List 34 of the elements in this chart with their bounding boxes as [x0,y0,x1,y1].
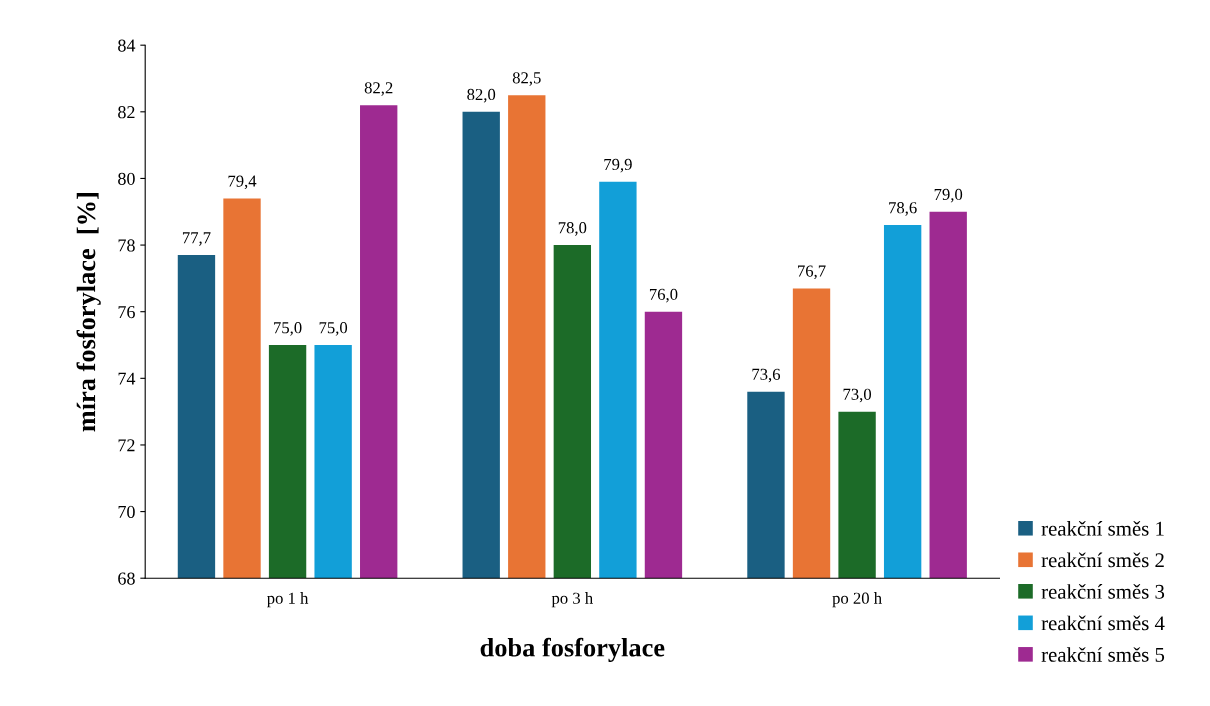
x-tick-label: po 3 h [551,592,593,608]
legend-label: reakční směs 5 [1041,647,1165,662]
data-label: 79,0 [934,188,963,203]
legend-label: reakční směs 4 [1041,615,1165,631]
y-tick-label: 80 [118,172,135,185]
y-tick-label: 84 [118,39,136,52]
data-label: 76,0 [649,288,678,303]
data-label: 73,0 [843,388,872,403]
y-axis-title: míra fosforylace [%] [76,193,101,432]
y-tick-label: 74 [118,372,136,385]
data-label: 82,0 [467,88,496,103]
y-tick-label: 76 [118,306,135,319]
data-label: 77,7 [182,232,211,246]
y-tick-label: 68 [118,572,135,585]
legend-label: reakční směs 1 [1041,521,1164,536]
data-label: 79,4 [228,175,257,190]
data-label: 78,6 [889,202,917,216]
data-label: 75,0 [319,322,348,336]
y-tick-label: 78 [118,239,135,252]
x-tick-label: po 1 h [267,592,309,608]
data-label: 82,2 [364,82,393,96]
x-axis-title: doba fosforylace [480,637,665,663]
data-label: 73,6 [752,368,781,383]
x-tick-label: po 20 h [832,592,882,608]
data-label: 75,0 [274,322,302,336]
data-label: 76,7 [798,265,826,280]
y-tick-label: 70 [118,505,135,519]
legend-label: reakční směs 3 [1041,584,1165,599]
data-label: 82,5 [512,72,541,86]
data-label: 78,0 [558,222,587,236]
y-tick-label: 72 [118,439,135,452]
y-tick-label: 82 [118,106,135,119]
data-label: 79,9 [604,158,632,173]
legend-label: reakční směs 2 [1041,552,1164,568]
